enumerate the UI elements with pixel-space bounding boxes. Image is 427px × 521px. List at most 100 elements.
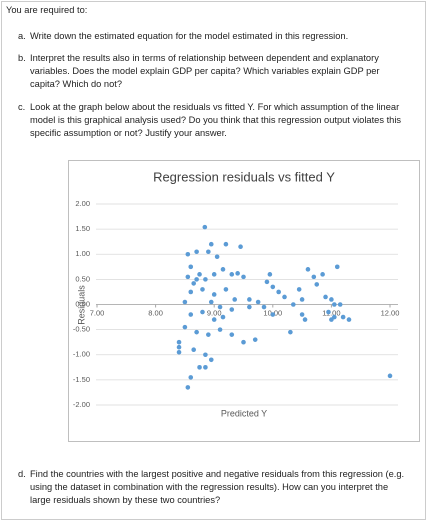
item-text: Interpret the results also in terms of r… — [30, 53, 380, 89]
point — [223, 287, 229, 292]
point — [197, 272, 202, 277]
point — [299, 312, 305, 317]
point — [329, 297, 334, 302]
point — [200, 309, 205, 315]
point — [214, 254, 220, 260]
point — [182, 324, 188, 330]
marker: d. — [18, 469, 26, 479]
point — [182, 299, 188, 305]
point — [276, 289, 281, 295]
point — [270, 284, 276, 290]
x-tick-label: 9.00 — [207, 308, 222, 317]
point — [288, 329, 293, 335]
point — [176, 349, 182, 355]
point — [320, 272, 325, 277]
point — [261, 304, 267, 310]
point — [314, 282, 320, 287]
point — [191, 281, 196, 286]
point — [176, 344, 182, 350]
point — [232, 297, 238, 302]
point — [241, 339, 246, 345]
point — [334, 264, 340, 270]
point — [217, 304, 223, 310]
point — [211, 272, 217, 277]
point — [203, 352, 208, 358]
point — [188, 264, 194, 270]
y-axis-label: Residuals — [76, 285, 86, 325]
point — [188, 375, 194, 380]
marker: a. — [18, 31, 26, 41]
point — [188, 289, 194, 295]
point — [203, 365, 208, 370]
point — [206, 249, 211, 255]
point — [194, 329, 199, 335]
point — [311, 274, 317, 280]
point — [282, 294, 287, 300]
x-axis-label: Predicted Y — [221, 408, 267, 418]
y-tick-label: -0.50 — [73, 325, 90, 334]
y-tick-label: -1.00 — [73, 350, 90, 359]
y-tick-label: 2.00 — [75, 199, 90, 208]
header: You are required to: — [6, 5, 88, 15]
point — [229, 307, 235, 312]
chart-title: Regression residuals vs fitted Y — [153, 169, 335, 184]
point — [185, 251, 191, 257]
point — [220, 314, 226, 320]
point — [255, 299, 261, 305]
point — [176, 339, 182, 345]
point — [206, 332, 211, 337]
point — [302, 317, 308, 322]
point — [191, 347, 196, 353]
point — [252, 337, 258, 342]
point — [223, 241, 229, 247]
item-text: Look at the graph below about the residu… — [30, 102, 402, 138]
y-tick-label: 1.00 — [75, 249, 90, 258]
point — [323, 294, 328, 300]
point — [211, 317, 217, 322]
point — [305, 267, 311, 272]
point — [332, 302, 337, 307]
point — [229, 272, 235, 277]
item-text: Find the countries with the largest posi… — [30, 469, 405, 505]
point — [217, 327, 223, 332]
point — [185, 385, 191, 390]
point — [387, 373, 393, 379]
point — [235, 271, 240, 276]
x-tick-label: 11.00 — [322, 308, 340, 317]
point — [200, 287, 205, 292]
point — [291, 302, 296, 307]
point — [337, 302, 343, 307]
chart: Regression residuals vs fitted Y Predict… — [68, 160, 420, 442]
point — [238, 244, 243, 250]
y-tick-label: 1.50 — [75, 224, 90, 233]
y-tick-label: 0.00 — [75, 299, 90, 308]
point — [299, 297, 305, 302]
marker: b. — [18, 53, 26, 63]
point — [229, 332, 235, 337]
point — [326, 309, 331, 315]
item-text: Write down the estimated equation for th… — [30, 31, 349, 41]
marker: c. — [18, 102, 26, 112]
point — [247, 304, 252, 310]
point — [220, 267, 226, 272]
chart-border — [68, 160, 420, 442]
point — [329, 317, 334, 322]
item: d. Find the countries with the largest po… — [18, 468, 408, 507]
x-tick-label: 8.00 — [148, 308, 163, 317]
item: c. Look at the graph below about the resi… — [18, 101, 408, 140]
point — [202, 224, 208, 230]
point — [203, 277, 208, 282]
point — [194, 277, 199, 282]
item: b. Interpret the results also in terms of… — [18, 52, 408, 91]
x-tick-label: 7.00 — [90, 308, 105, 317]
y-tick-label: -1.50 — [73, 375, 90, 384]
point — [247, 297, 252, 302]
point — [241, 274, 246, 280]
point — [185, 274, 191, 280]
point — [208, 299, 214, 305]
point — [267, 272, 273, 277]
point — [264, 279, 270, 285]
y-tick-label: -2.00 — [73, 400, 90, 409]
